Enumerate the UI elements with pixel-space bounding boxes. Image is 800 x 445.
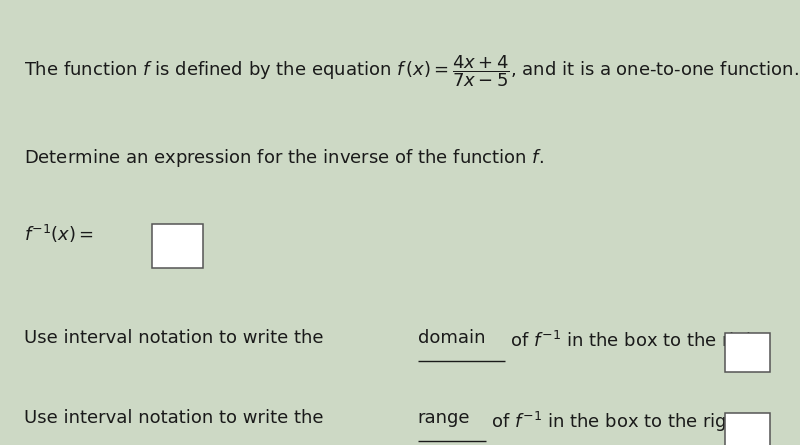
FancyBboxPatch shape	[152, 224, 203, 268]
Text: $f^{-1}(x) = $: $f^{-1}(x) = $	[24, 222, 94, 245]
Text: Use interval notation to write the: Use interval notation to write the	[24, 409, 330, 427]
Text: domain: domain	[418, 329, 486, 347]
Text: of $f^{-1}$ in the box to the right.: of $f^{-1}$ in the box to the right.	[505, 329, 770, 353]
Text: Determine an expression for the inverse of the function $f$.: Determine an expression for the inverse …	[24, 147, 544, 169]
Text: of $f^{-1}$ in the box to the right.: of $f^{-1}$ in the box to the right.	[486, 409, 750, 433]
Text: The function $f$ is defined by the equation $f\,(x) = \dfrac{4x+4}{7x-5}$, and i: The function $f$ is defined by the equat…	[24, 53, 799, 89]
FancyBboxPatch shape	[725, 333, 770, 372]
FancyBboxPatch shape	[725, 413, 770, 445]
Text: range: range	[418, 409, 470, 427]
Text: Use interval notation to write the: Use interval notation to write the	[24, 329, 330, 347]
